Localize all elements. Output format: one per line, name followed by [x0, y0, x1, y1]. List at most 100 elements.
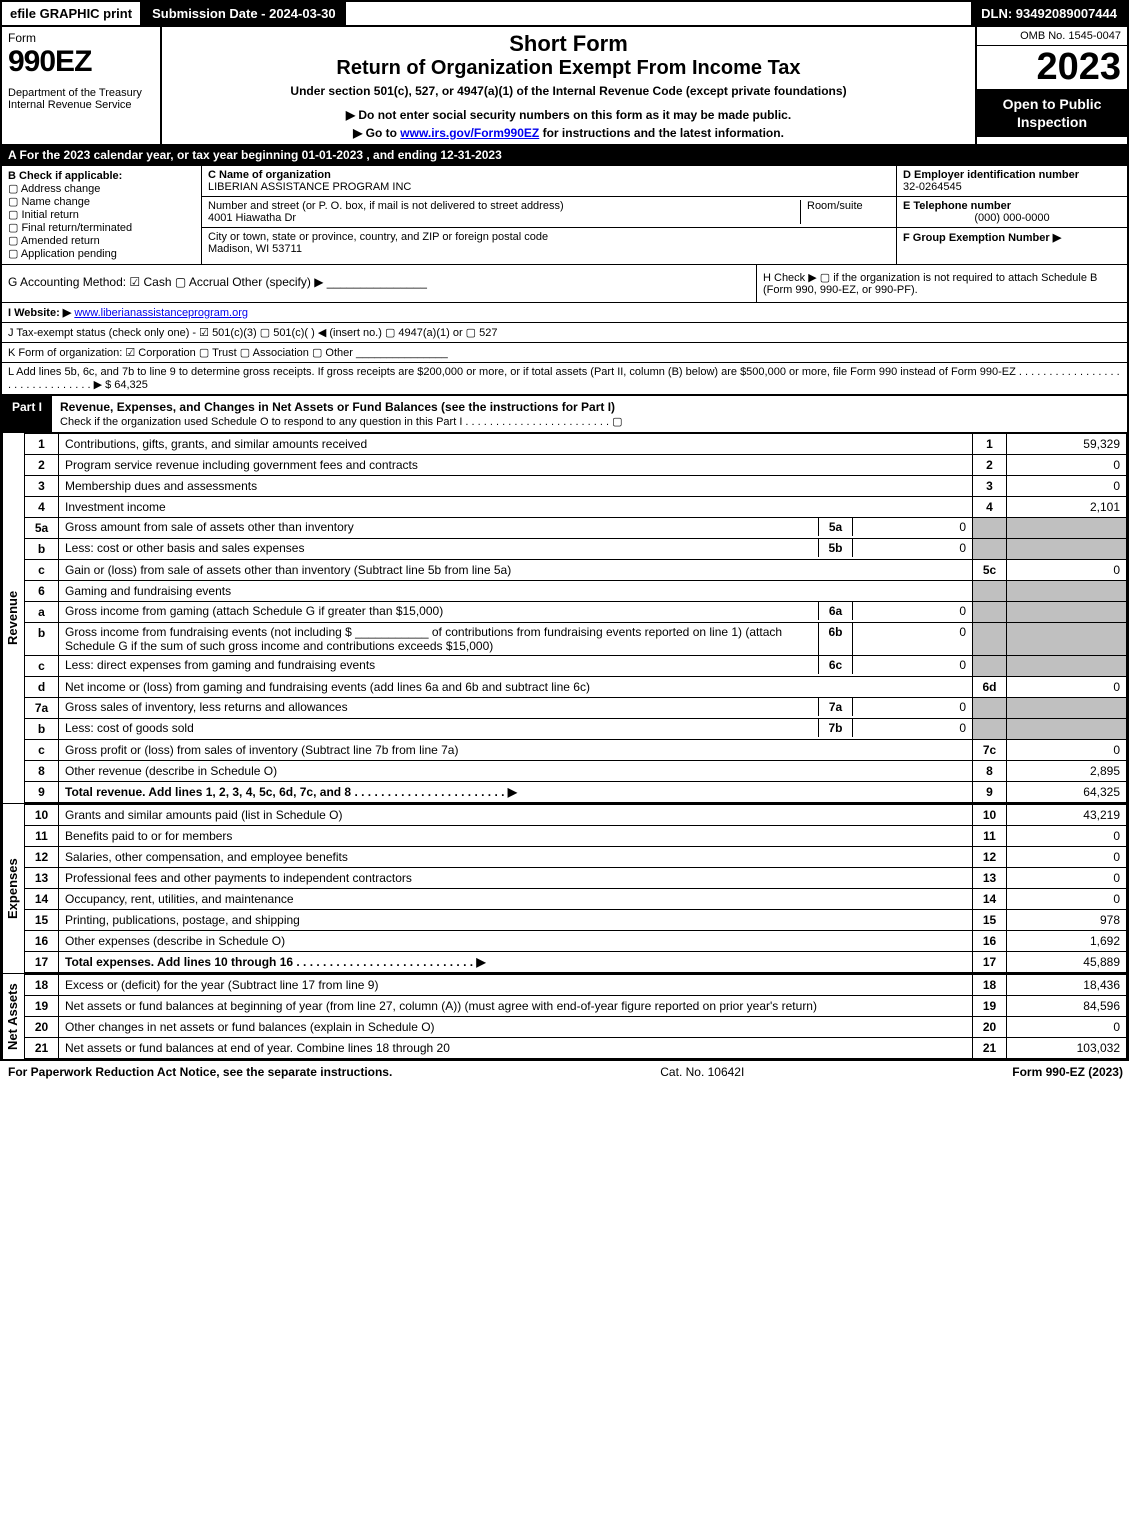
- j-tax-exempt: J Tax-exempt status (check only one) - ☑…: [0, 323, 1129, 343]
- group-exemption-box: F Group Exemption Number ▶: [897, 228, 1127, 247]
- street-label: Number and street (or P. O. box, if mail…: [208, 200, 800, 212]
- e-label: E Telephone number: [903, 200, 1121, 212]
- ein-value: 32-0264545: [903, 181, 1121, 193]
- page-footer: For Paperwork Reduction Act Notice, see …: [0, 1061, 1129, 1083]
- form-header: Form 990EZ Department of the Treasury In…: [0, 25, 1129, 146]
- f-label: F Group Exemption Number ▶: [903, 231, 1121, 244]
- org-name-box: C Name of organization LIBERIAN ASSISTAN…: [202, 166, 896, 197]
- gh-row: G Accounting Method: ☑ Cash ▢ Accrual Ot…: [0, 265, 1129, 303]
- right-header-cell: OMB No. 1545-0047 2023 Open to Public In…: [977, 27, 1127, 144]
- line-4: 4Investment income42,101: [25, 497, 1127, 518]
- netassets-side-label: Net Assets: [2, 974, 24, 1059]
- d-label: D Employer identification number: [903, 169, 1121, 181]
- revenue-side-label: Revenue: [2, 433, 24, 803]
- line-14: 14Occupancy, rent, utilities, and mainte…: [25, 889, 1127, 910]
- k-form-of-org: K Form of organization: ☑ Corporation ▢ …: [0, 343, 1129, 363]
- line-2: 2Program service revenue including gover…: [25, 455, 1127, 476]
- form-word: Form: [8, 31, 154, 45]
- footer-catno: Cat. No. 10642I: [660, 1065, 744, 1079]
- c-name-label: C Name of organization: [208, 169, 890, 181]
- chk-name-change[interactable]: Name change: [8, 195, 195, 208]
- part1-tab: Part I: [2, 396, 52, 432]
- line-20: 20Other changes in net assets or fund ba…: [25, 1017, 1127, 1038]
- revenue-section: Revenue 1Contributions, gifts, grants, a…: [0, 433, 1129, 804]
- phone-box: E Telephone number (000) 000-0000: [897, 197, 1127, 228]
- phone-value: (000) 000-0000: [903, 212, 1121, 224]
- line-19: 19Net assets or fund balances at beginni…: [25, 996, 1127, 1017]
- line-11: 11Benefits paid to or for members110: [25, 826, 1127, 847]
- ein-box: D Employer identification number 32-0264…: [897, 166, 1127, 197]
- line-3: 3Membership dues and assessments30: [25, 476, 1127, 497]
- top-bar: efile GRAPHIC print Submission Date - 20…: [0, 0, 1129, 25]
- section-def: D Employer identification number 32-0264…: [897, 166, 1127, 264]
- submission-date: Submission Date - 2024-03-30: [142, 2, 346, 25]
- irs-link[interactable]: www.irs.gov/Form990EZ: [400, 126, 539, 140]
- open-to-public: Open to Public Inspection: [977, 89, 1127, 137]
- org-name: LIBERIAN ASSISTANCE PROGRAM INC: [208, 181, 890, 193]
- expenses-table: 10Grants and similar amounts paid (list …: [24, 804, 1127, 973]
- line-1: 1Contributions, gifts, grants, and simil…: [25, 434, 1127, 455]
- part1-title: Revenue, Expenses, and Changes in Net As…: [52, 396, 1127, 432]
- expenses-side-label: Expenses: [2, 804, 24, 973]
- footer-left: For Paperwork Reduction Act Notice, see …: [8, 1065, 392, 1079]
- line-7a: 7aGross sales of inventory, less returns…: [25, 698, 1127, 719]
- line-21: 21Net assets or fund balances at end of …: [25, 1038, 1127, 1059]
- omb-number: OMB No. 1545-0047: [977, 27, 1127, 46]
- line-7c: cGross profit or (loss) from sales of in…: [25, 740, 1127, 761]
- line-6a: aGross income from gaming (attach Schedu…: [25, 602, 1127, 623]
- form-id-cell: Form 990EZ Department of the Treasury In…: [2, 27, 162, 144]
- street-value: 4001 Hiawatha Dr: [208, 212, 800, 224]
- i-website-row: I Website: ▶ www.liberianassistanceprogr…: [0, 303, 1129, 323]
- tax-year: 2023: [977, 46, 1127, 89]
- line-18: 18Excess or (deficit) for the year (Subt…: [25, 975, 1127, 996]
- line-5b: bLess: cost or other basis and sales exp…: [25, 539, 1127, 560]
- chk-initial-return[interactable]: Initial return: [8, 208, 195, 221]
- line-9: 9Total revenue. Add lines 1, 2, 3, 4, 5c…: [25, 782, 1127, 803]
- street-box: Number and street (or P. O. box, if mail…: [202, 197, 896, 228]
- chk-address-change[interactable]: Address change: [8, 182, 195, 195]
- dln: DLN: 93492089007444: [971, 2, 1127, 25]
- h-schedule-b: H Check ▶ ▢ if the organization is not r…: [757, 265, 1127, 302]
- part1-check: Check if the organization used Schedule …: [60, 416, 623, 428]
- line-6d: dNet income or (loss) from gaming and fu…: [25, 677, 1127, 698]
- chk-application-pending[interactable]: Application pending: [8, 247, 195, 260]
- city-value: Madison, WI 53711: [208, 243, 890, 255]
- row-a-tax-year: A For the 2023 calendar year, or tax yea…: [0, 146, 1129, 166]
- ssn-warning: ▶ Do not enter social security numbers o…: [168, 108, 969, 122]
- short-form-title: Short Form: [168, 31, 969, 57]
- efile-print-button[interactable]: efile GRAPHIC print: [2, 2, 142, 25]
- line-15: 15Printing, publications, postage, and s…: [25, 910, 1127, 931]
- website-link[interactable]: www.liberianassistanceprogram.org: [74, 307, 248, 319]
- i-label: I Website: ▶: [8, 307, 71, 319]
- org-info-grid: B Check if applicable: Address change Na…: [0, 166, 1129, 265]
- chk-amended-return[interactable]: Amended return: [8, 234, 195, 247]
- line-12: 12Salaries, other compensation, and empl…: [25, 847, 1127, 868]
- netassets-section: Net Assets 18Excess or (deficit) for the…: [0, 974, 1129, 1061]
- city-label: City or town, state or province, country…: [208, 231, 890, 243]
- l-gross-receipts: L Add lines 5b, 6c, and 7b to line 9 to …: [0, 363, 1129, 396]
- section-c: C Name of organization LIBERIAN ASSISTAN…: [202, 166, 897, 264]
- line-6: 6Gaming and fundraising events: [25, 581, 1127, 602]
- room-suite-label: Room/suite: [800, 200, 890, 224]
- line-10: 10Grants and similar amounts paid (list …: [25, 805, 1127, 826]
- netassets-table: 18Excess or (deficit) for the year (Subt…: [24, 974, 1127, 1059]
- dept-treasury: Department of the Treasury Internal Reve…: [8, 87, 154, 111]
- goto-link-line: ▶ Go to www.irs.gov/Form990EZ for instru…: [168, 126, 969, 140]
- under-section: Under section 501(c), 527, or 4947(a)(1)…: [168, 84, 969, 98]
- line-6c: cLess: direct expenses from gaming and f…: [25, 656, 1127, 677]
- line-8: 8Other revenue (describe in Schedule O)8…: [25, 761, 1127, 782]
- expenses-section: Expenses 10Grants and similar amounts pa…: [0, 804, 1129, 974]
- return-title: Return of Organization Exempt From Incom…: [168, 57, 969, 80]
- line-16: 16Other expenses (describe in Schedule O…: [25, 931, 1127, 952]
- line-6b: bGross income from fundraising events (n…: [25, 623, 1127, 656]
- line-7b: bLess: cost of goods sold7b0: [25, 719, 1127, 740]
- form-number: 990EZ: [8, 45, 154, 79]
- b-label: B Check if applicable:: [8, 170, 195, 182]
- revenue-table: 1Contributions, gifts, grants, and simil…: [24, 433, 1127, 803]
- chk-final-return[interactable]: Final return/terminated: [8, 221, 195, 234]
- line-5a: 5aGross amount from sale of assets other…: [25, 518, 1127, 539]
- title-cell: Short Form Return of Organization Exempt…: [162, 27, 977, 144]
- section-b: B Check if applicable: Address change Na…: [2, 166, 202, 264]
- line-13: 13Professional fees and other payments t…: [25, 868, 1127, 889]
- city-box: City or town, state or province, country…: [202, 228, 896, 258]
